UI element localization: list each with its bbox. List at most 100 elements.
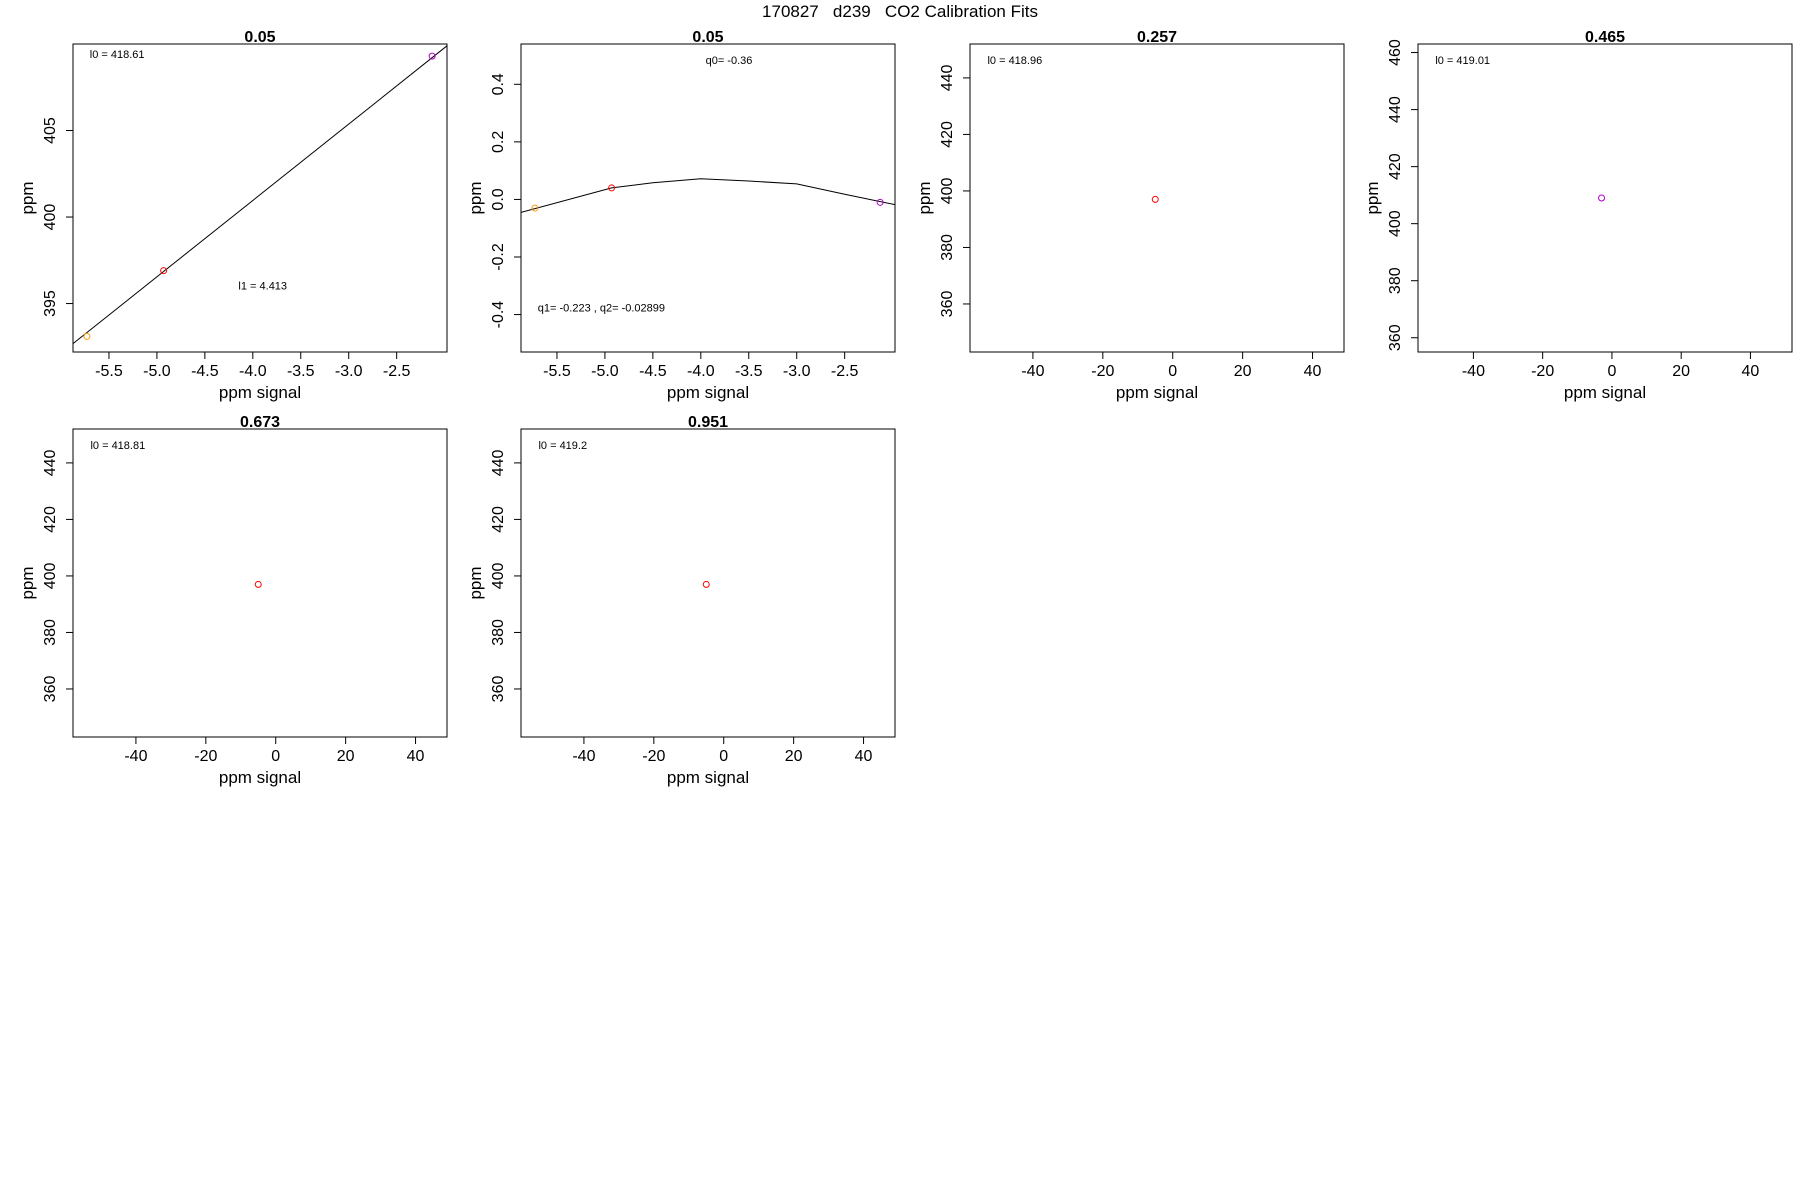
panel-6-x-tick-label: -20 [642, 748, 665, 765]
panel-2-x-tick-label: -2.5 [831, 363, 859, 380]
panel-1-x-tick-label: -5.0 [143, 363, 171, 380]
figure-title: 170827 d239 CO2 Calibration Fits [762, 2, 1038, 21]
panel-6-y-tick-label: 400 [490, 562, 507, 589]
panel-2-x-tick-label: -5.0 [591, 363, 619, 380]
panel-6-y-tick-label: 360 [490, 676, 507, 703]
panel-6-x-tick-label: -40 [572, 748, 595, 765]
panel-3-data-point [1151, 195, 1159, 203]
panel-5-y-tick-label: 360 [42, 676, 59, 703]
panel-6-x-axis-label: ppm signal [667, 768, 749, 787]
panel-1-x-tick-label: -3.5 [287, 363, 315, 380]
panel-5-x-tick-label: 0 [271, 748, 280, 765]
panel-3-y-tick-label: 440 [939, 64, 956, 91]
panel-5-x-tick-label: 20 [337, 748, 355, 765]
panel-2-x-tick-label: -4.0 [687, 363, 715, 380]
panel-3-x-tick-label: 40 [1304, 363, 1322, 380]
panel-2-y-tick-label: 0.0 [490, 188, 507, 210]
panel-4-y-tick-label: 400 [1387, 210, 1404, 237]
panel-5: 0.673 -40 -20 0 20 40 ppm signal 360 380 400 420 44… [18, 414, 448, 787]
panel-1-title: 0.05 [244, 29, 275, 46]
panel-1-x-tick-label: -3.0 [335, 363, 363, 380]
panel-1-y-tick-label: 405 [42, 117, 59, 144]
panel-6-y-tick-label: 420 [490, 506, 507, 533]
panel-2-annotation: q1= -0.223 , q2= -0.02899 [538, 303, 665, 315]
panel-4-x-tick-label: 40 [1742, 363, 1760, 380]
panel-6-x-tick-label: 20 [785, 748, 803, 765]
panel-5-y-axis-label: ppm [18, 566, 37, 599]
panel-6: 0.951 -40 -20 0 20 40 ppm signal 360 380 400 420 44… [466, 414, 896, 787]
panel-1-x-tick-label: -5.5 [95, 363, 123, 380]
panel-4-x-tick-label: 0 [1607, 363, 1616, 380]
panel-4-x-tick-label: -40 [1462, 363, 1485, 380]
panel-3-x-tick-label: -20 [1091, 363, 1114, 380]
panel-3-title: 0.257 [1137, 29, 1177, 46]
panel-2-y-axis-label: ppm [466, 181, 485, 214]
panel-1-data-point [160, 267, 168, 275]
panel-4-y-tick-label: 420 [1387, 153, 1404, 180]
panel-1-annotation: l0 = 418.61 [90, 49, 145, 61]
panel-6-plot-frame [520, 428, 896, 738]
panel-6-y-axis-label: ppm [466, 566, 485, 599]
panel-5-y-tick-label: 420 [42, 506, 59, 533]
panel-3-y-tick-label: 420 [939, 121, 956, 148]
panel-2-data-point [531, 204, 539, 212]
panel-6-y-tick-label: 380 [490, 619, 507, 646]
panel-6-x-tick-label: 40 [855, 748, 873, 765]
panel-2-title: 0.05 [692, 29, 723, 46]
panel-1-fit-line [73, 45, 447, 345]
panel-2-x-tick-label: -4.5 [639, 363, 667, 380]
panel-2-x-tick-label: -3.0 [783, 363, 811, 380]
panel-3-plot-frame [969, 43, 1345, 353]
panel-3-x-axis-label: ppm signal [1116, 383, 1198, 402]
panel-6-y-tick-label: 440 [490, 449, 507, 476]
panel-5-x-axis-label: ppm signal [219, 768, 301, 787]
panel-6-data-point [702, 580, 710, 588]
panel-2-x-axis-label: ppm signal [667, 383, 749, 402]
panel-5-title: 0.673 [240, 414, 280, 431]
panel-1-y-tick-label: 400 [42, 204, 59, 231]
panel-3-x-tick-label: 20 [1234, 363, 1252, 380]
panel-4-y-tick-label: 380 [1387, 267, 1404, 294]
panel-1-x-tick-label: -4.0 [239, 363, 267, 380]
panel-6-x-tick-label: 0 [719, 748, 728, 765]
panel-1-data-point [83, 332, 91, 340]
panel-1-y-axis-label: ppm [18, 181, 37, 214]
panel-3-y-axis-label: ppm [915, 181, 934, 214]
panel-2-data-point [876, 198, 884, 206]
panel-5-data-point [254, 580, 262, 588]
panel-5-y-tick-label: 380 [42, 619, 59, 646]
panel-3-y-tick-label: 400 [939, 177, 956, 204]
panel-5-x-tick-label: 40 [407, 748, 425, 765]
panel-4: 0.465 -40 -20 0 20 40 ppm signal 360 380 400 420 44… [1363, 29, 1793, 402]
panel-5-y-tick-label: 440 [42, 449, 59, 476]
panel-2-y-tick-label: -0.4 [490, 301, 507, 329]
panel-6-title: 0.951 [688, 414, 728, 431]
panel-5-x-tick-label: -40 [124, 748, 147, 765]
panel-1-x-tick-label: -4.5 [191, 363, 219, 380]
panel-3-x-tick-label: -40 [1021, 363, 1044, 380]
panel-6-annotation: l0 = 419.2 [538, 440, 587, 452]
panel-2-x-tick-label: -3.5 [735, 363, 763, 380]
panel-5-y-tick-label: 400 [42, 562, 59, 589]
panel-4-x-tick-label: -20 [1531, 363, 1554, 380]
panel-3-x-tick-label: 0 [1168, 363, 1177, 380]
panel-2-annotation: q0= -0.36 [706, 55, 753, 67]
panel-1-y-tick-label: 395 [42, 290, 59, 317]
panel-4-y-tick-label: 360 [1387, 324, 1404, 351]
panel-3: 0.257 -40 -20 0 20 40 ppm signal 360 380 400 420 44… [915, 29, 1345, 402]
panel-5-annotation: l0 = 418.81 [90, 440, 145, 452]
panel-1-x-axis-label: ppm signal [219, 383, 301, 402]
panel-2-y-tick-label: 0.2 [490, 131, 507, 153]
panel-4-x-axis-label: ppm signal [1564, 383, 1646, 402]
panel-5-x-tick-label: -20 [194, 748, 217, 765]
panel-2-data-point [608, 184, 616, 192]
panel-1-data-point [428, 52, 436, 60]
panel-1-annotation: l1 = 4.413 [238, 281, 287, 293]
panel-2-fit-curve [521, 178, 895, 213]
panel-1: 0.05 -5.5 -5.0 -4.5 -4.0 -3.5 -3.0 -2.5 ppm sign… [18, 29, 448, 402]
panel-4-data-point [1598, 194, 1606, 202]
panel-2-y-tick-label: -0.2 [490, 243, 507, 271]
panel-4-y-tick-label: 440 [1387, 96, 1404, 123]
panel-3-y-tick-label: 360 [939, 291, 956, 318]
